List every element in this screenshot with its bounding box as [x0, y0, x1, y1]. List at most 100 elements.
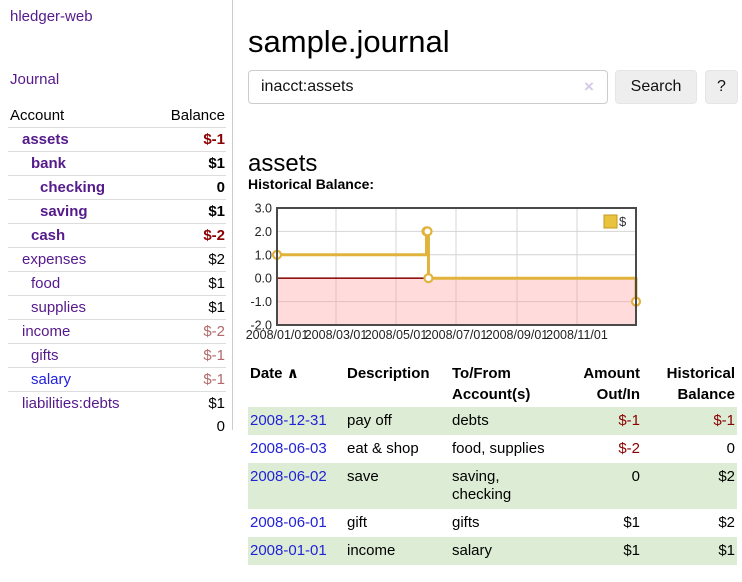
- account-link[interactable]: assets: [22, 131, 69, 148]
- search-button[interactable]: Search: [615, 70, 697, 104]
- sidebar-account-row: supplies $1: [8, 295, 226, 320]
- svg-text:-1.0: -1.0: [250, 295, 272, 309]
- accounts-total-row: 0: [8, 415, 226, 438]
- account-page-title: assets: [248, 149, 318, 177]
- transaction-accounts: salary: [450, 537, 565, 565]
- chart-label: Historical Balance:: [248, 176, 375, 192]
- transaction-date-link[interactable]: 2008-12-31: [250, 412, 327, 429]
- account-link[interactable]: expenses: [22, 251, 87, 268]
- account-balance: $-1: [152, 367, 226, 392]
- register-row: 2008-06-03 eat & shop food, supplies $-2 0: [248, 435, 737, 463]
- account-balance: $1: [152, 391, 226, 415]
- accounts-table: Account Balance assets $-1 bank $1 checking 0…: [8, 102, 226, 438]
- account-balance: $-2: [152, 223, 226, 248]
- account-balance: $-1: [152, 343, 226, 368]
- total-label: [8, 415, 153, 438]
- svg-text:2008/07/01: 2008/07/01: [425, 328, 488, 342]
- account-link[interactable]: salary: [31, 371, 72, 388]
- transaction-accounts: saving, checking: [450, 463, 565, 509]
- transaction-amount: 0: [565, 463, 642, 509]
- account-column-header: Account: [8, 102, 153, 128]
- account-balance: $1: [152, 271, 226, 296]
- transaction-date-link[interactable]: 2008-01-01: [250, 542, 327, 559]
- sidebar-item-journal[interactable]: Journal: [10, 71, 60, 88]
- main-content: sample.journal × Search ? assets Histori…: [246, 0, 742, 582]
- transaction-accounts: gifts: [452, 514, 480, 531]
- total-balance: 0: [216, 418, 225, 435]
- register-row: 2008-12-31 pay off debts $-1 $-1: [248, 407, 737, 435]
- account-link[interactable]: food: [31, 275, 61, 292]
- account-balance: $1: [152, 151, 226, 176]
- transaction-amount: $-1: [565, 407, 642, 435]
- account-link[interactable]: liabilities:debts: [22, 395, 120, 412]
- register-row: 2008-01-01 income salary $1 $1: [248, 537, 737, 565]
- app-title-link[interactable]: hledger-web: [10, 8, 93, 25]
- date-column-header[interactable]: Date ∧: [250, 365, 299, 382]
- account-link[interactable]: cash: [31, 227, 66, 244]
- balance-column-header-register: Historical Balance: [666, 365, 735, 403]
- account-link[interactable]: supplies: [31, 299, 87, 316]
- search-input[interactable]: [248, 70, 608, 104]
- sidebar-account-row: food $1: [8, 271, 226, 296]
- transaction-date-link[interactable]: 2008-06-01: [250, 514, 327, 531]
- account-balance: $-1: [203, 131, 225, 148]
- transaction-description: pay off: [345, 407, 450, 435]
- transaction-amount: $-2: [618, 440, 640, 457]
- transaction-date-link[interactable]: 2008-06-02: [250, 468, 327, 485]
- transaction-description: eat & shop: [347, 440, 419, 457]
- svg-text:2008/05/01: 2008/05/01: [365, 328, 428, 342]
- account-balance: $-2: [152, 319, 226, 344]
- sidebar-account-row: assets $-1: [8, 128, 226, 152]
- transaction-date-link[interactable]: 2008-06-03: [250, 440, 327, 457]
- svg-text:0.0: 0.0: [255, 272, 272, 286]
- transaction-accounts: debts: [450, 407, 565, 435]
- register-rows: 2008-12-31 pay off debts $-1 $-1 2008-06-03 ea…: [248, 407, 737, 565]
- svg-text:3.0: 3.0: [255, 202, 272, 216]
- svg-text:2008/03/01: 2008/03/01: [305, 328, 368, 342]
- accounts-column-header: To/From Account(s): [452, 365, 531, 403]
- svg-text:2008/09/01: 2008/09/01: [486, 328, 549, 342]
- register-row: 2008-06-01 gift gifts $1 $2: [248, 509, 737, 537]
- account-link[interactable]: bank: [31, 155, 67, 172]
- historical-balance-chart: 3.0 2.0 1.0 0.0 -1.0 -2.02008/01/012008/03/01…: [246, 202, 642, 342]
- sidebar-account-row: saving $1: [8, 199, 226, 224]
- register-table: Date ∧ Description To/From Account(s) Am…: [248, 360, 737, 565]
- transaction-balance: $1: [642, 537, 737, 565]
- sidebar-account-row: gifts $-1: [8, 343, 226, 368]
- account-link[interactable]: gifts: [31, 347, 59, 364]
- account-balance: $1: [152, 295, 226, 320]
- transaction-balance: $2: [718, 514, 735, 531]
- svg-text:2008/11/01: 2008/11/01: [546, 328, 608, 342]
- transaction-amount: $1: [565, 537, 642, 565]
- transaction-balance: $2: [642, 463, 737, 509]
- description-column-header: Description: [347, 365, 430, 382]
- account-link[interactable]: saving: [40, 203, 88, 220]
- transaction-description: gift: [347, 514, 368, 531]
- register-row: 2008-06-02 save saving, checking 0 $2: [248, 463, 737, 509]
- svg-text:2008/01/01: 2008/01/01: [246, 328, 309, 342]
- clear-search-icon[interactable]: ×: [584, 77, 594, 96]
- sort-ascending-icon: ∧: [286, 365, 299, 382]
- sidebar-account-row: cash $-2: [8, 223, 226, 248]
- account-link[interactable]: income: [22, 323, 71, 340]
- account-balance: $2: [152, 247, 226, 272]
- sidebar-account-rows: assets $-1 bank $1 checking 0 saving $1 cash $-2 e…: [8, 128, 226, 415]
- sidebar-account-row: bank $1: [8, 151, 226, 176]
- account-balance: 0: [152, 175, 226, 200]
- account-link[interactable]: checking: [40, 179, 106, 196]
- legend-swatch: [603, 214, 618, 229]
- transaction-accounts: food, supplies: [452, 440, 545, 457]
- sidebar-account-row: checking 0: [8, 175, 226, 200]
- register-header-row: Date ∧ Description To/From Account(s) Am…: [248, 360, 737, 407]
- transaction-balance: 0: [726, 440, 735, 457]
- legend-label: $: [619, 214, 627, 229]
- sidebar-account-row: income $-2: [8, 319, 226, 344]
- accounts-table-header: Account Balance: [8, 102, 226, 128]
- sidebar-account-row: expenses $2: [8, 247, 226, 272]
- help-button[interactable]: ?: [705, 70, 738, 104]
- amount-column-header: Amount Out/In: [583, 365, 640, 403]
- page-title: sample.journal: [248, 23, 450, 59]
- sidebar-account-row: salary $-1: [8, 367, 226, 392]
- balance-column-header: Balance: [152, 102, 226, 128]
- transaction-amount: $1: [623, 514, 640, 531]
